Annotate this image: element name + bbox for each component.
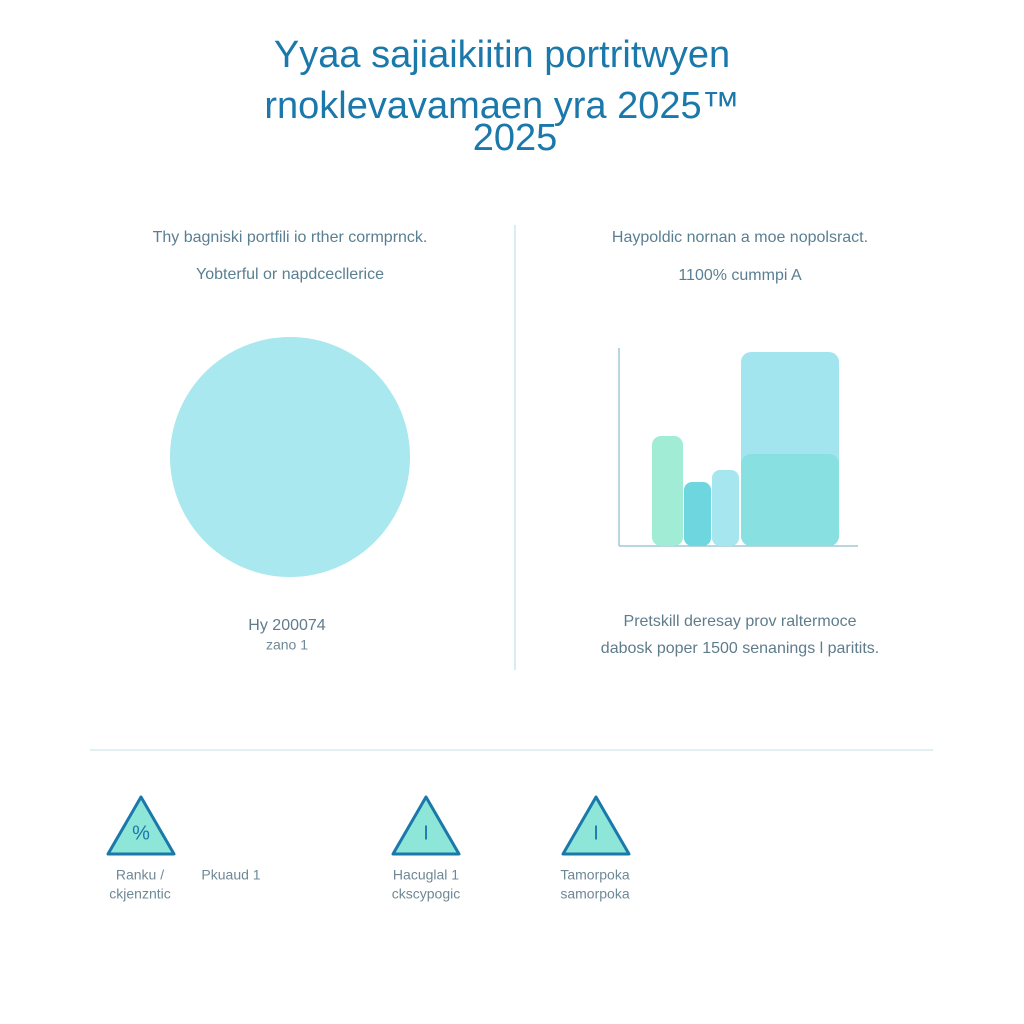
feature-icon: % bbox=[132, 822, 150, 844]
title-line: rnoklevavamaen yra 2025™ bbox=[264, 85, 739, 127]
panel-caption: Pretskill deresay prov raltermoce bbox=[624, 613, 857, 630]
panel-caption: Hy 200074 bbox=[248, 617, 325, 634]
panel-heading: Haypoldic nornan a moe nopolsract. bbox=[612, 229, 868, 246]
feature: I Hacuglal 1 ckscypogic bbox=[391, 795, 461, 902]
feature-label: samorpoka bbox=[560, 886, 629, 902]
panel-caption: zano 1 bbox=[266, 637, 308, 653]
feature-label: Tamorpoka bbox=[560, 867, 629, 883]
title-line: 2025 bbox=[473, 117, 558, 159]
feature-label: Ranku / bbox=[116, 867, 164, 883]
panel-caption: dabosk poper 1500 senanings l paritits. bbox=[601, 640, 879, 657]
note: Pkuaud 1 bbox=[201, 867, 260, 883]
panel-subheading: 1100% cummpi A bbox=[678, 267, 802, 284]
circle-graphic bbox=[170, 337, 410, 577]
feature-icon: I bbox=[593, 822, 599, 844]
feature: I Tamorpoka samorpoka bbox=[560, 795, 631, 902]
panel-heading: Thy bagniski portfili io rther cormprnck… bbox=[153, 229, 428, 246]
panel-subheading: Yobterful or napdcecllerice bbox=[196, 266, 384, 283]
bar-graphic bbox=[618, 348, 858, 547]
feature: % Ranku / ckjenzntic bbox=[106, 795, 176, 902]
feature-icon: I bbox=[423, 822, 429, 844]
feature-label: ckjenzntic bbox=[109, 886, 170, 902]
title-line: Yyaa sajiaikiitin portritwyen bbox=[274, 34, 730, 76]
feature-label: Hacuglal 1 bbox=[393, 867, 459, 883]
feature-label: ckscypogic bbox=[392, 886, 460, 902]
